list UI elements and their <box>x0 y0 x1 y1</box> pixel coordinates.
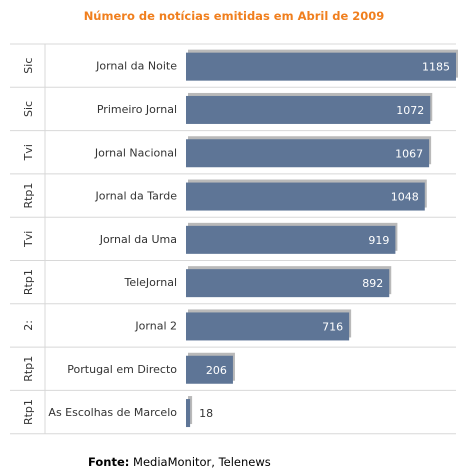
source-label: Fonte: <box>88 455 130 469</box>
category-label: Primeiro Jornal <box>97 103 177 116</box>
source-text: MediaMonitor, Telenews <box>133 455 271 469</box>
data-label: 716 <box>322 320 343 333</box>
category-label: Jornal 2 <box>134 319 177 332</box>
data-label: 1067 <box>395 147 423 160</box>
group-label: Rtp1 <box>22 399 35 425</box>
category-label: TeleJornal <box>123 276 177 289</box>
bar <box>186 182 425 211</box>
category-label: Jornal da Uma <box>99 233 177 246</box>
bar <box>186 95 431 124</box>
bar <box>186 399 191 428</box>
group-label: Tvi <box>22 144 35 161</box>
group-label: Rtp1 <box>22 356 35 382</box>
group-label: Rtp1 <box>22 269 35 295</box>
data-label: 919 <box>368 234 389 247</box>
chart-title: Número de notícias emitidas em Abril de … <box>83 9 385 23</box>
data-label: 1185 <box>422 61 450 74</box>
category-label: Jornal da Noite <box>95 60 177 73</box>
group-label: Sic <box>22 58 35 74</box>
data-label: 18 <box>199 407 213 420</box>
category-label: As Escolhas de Marcelo <box>48 406 177 419</box>
category-label: Portugal em Directo <box>67 363 177 376</box>
category-label: Jornal Nacional <box>94 146 177 159</box>
data-label: 1048 <box>391 191 419 204</box>
group-label: Sic <box>22 101 35 117</box>
bar <box>186 312 350 341</box>
data-label: 1072 <box>396 104 424 117</box>
bar <box>186 139 430 168</box>
data-label: 892 <box>362 277 383 290</box>
bar <box>186 355 233 384</box>
bar <box>186 52 456 81</box>
source-note: Fonte: MediaMonitor, Telenews <box>88 455 271 469</box>
group-label: Rtp1 <box>22 183 35 209</box>
group-label: Tvi <box>22 231 35 248</box>
group-label: 2: <box>22 320 35 331</box>
bar <box>186 269 390 298</box>
data-label: 206 <box>206 364 227 377</box>
category-label: Jornal da Tarde <box>94 190 177 203</box>
bar <box>186 225 396 254</box>
